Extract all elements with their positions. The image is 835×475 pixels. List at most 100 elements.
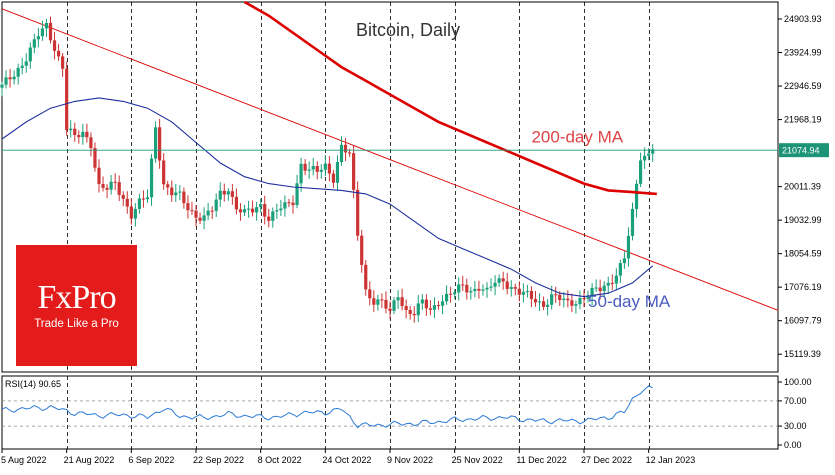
candle-body-116 xyxy=(469,291,473,293)
candle-body-11 xyxy=(44,22,49,29)
price-tick-label-8: 16097.79 xyxy=(784,316,822,326)
time-tick-label-9: 27 Dec 2022 xyxy=(581,455,632,465)
price-tick-label-3: 21968.19 xyxy=(784,115,822,125)
candle-body-40 xyxy=(162,160,166,185)
candle-body-139 xyxy=(562,298,566,301)
rsi-title: RSI(14) 90.65 xyxy=(5,379,61,389)
candle-body-31 xyxy=(125,198,129,207)
candle-body-34 xyxy=(137,198,142,209)
time-tick-label-7: 25 Nov 2022 xyxy=(452,455,503,465)
candle-body-103 xyxy=(416,303,420,316)
ma-50-line xyxy=(1,97,654,298)
logo-name: FxPro xyxy=(37,279,116,316)
rsi-line xyxy=(1,385,653,429)
candle-body-22 xyxy=(89,137,93,149)
candle-body-18 xyxy=(73,128,77,136)
candle-body-157 xyxy=(634,183,639,209)
rsi-tick-label-3: 0.00 xyxy=(784,440,802,450)
candle-body-58 xyxy=(234,196,239,210)
candle-body-47 xyxy=(190,210,194,212)
candle-body-106 xyxy=(428,308,433,310)
descending-trendline xyxy=(1,8,779,311)
candle-body-45 xyxy=(182,191,186,204)
candle-body-137 xyxy=(554,294,558,296)
candle-body-10 xyxy=(40,28,45,37)
candle-body-19 xyxy=(77,135,81,138)
candle-body-75 xyxy=(303,163,307,171)
candle-body-102 xyxy=(412,313,416,316)
candle-body-156 xyxy=(630,208,635,236)
candle-body-60 xyxy=(242,209,247,213)
candle-body-67 xyxy=(271,211,275,221)
candle-body-48 xyxy=(194,210,198,218)
ma-200-line xyxy=(243,0,657,196)
candle-body-73 xyxy=(295,183,299,206)
candle-body-9 xyxy=(36,36,40,40)
candle-body-6 xyxy=(24,61,28,66)
candle-body-101 xyxy=(408,310,412,314)
time-tick-label-4: 8 Oct 2022 xyxy=(258,455,302,465)
candle-body-135 xyxy=(546,304,550,307)
rsi-tick-label-1: 70.00 xyxy=(784,396,807,406)
candle-body-70 xyxy=(283,202,287,209)
candle-body-140 xyxy=(566,298,570,301)
candle-body-161 xyxy=(651,149,655,154)
candle-body-50 xyxy=(202,215,206,221)
candle-body-49 xyxy=(198,217,202,221)
candle-body-125 xyxy=(505,281,509,289)
candle-body-114 xyxy=(461,284,465,286)
candle-body-158 xyxy=(638,160,643,184)
candle-body-3 xyxy=(12,76,16,80)
candle-body-7 xyxy=(28,47,32,62)
candle-body-95 xyxy=(384,299,388,309)
candle-body-2 xyxy=(8,77,12,80)
price-tick-label-7: 17076.19 xyxy=(784,282,822,292)
candle-body-96 xyxy=(388,308,392,311)
chart-title: Bitcoin, Daily xyxy=(356,20,460,40)
candle-body-4 xyxy=(16,67,20,77)
candle-body-71 xyxy=(287,202,291,204)
candle-body-28 xyxy=(113,181,117,183)
candle-body-136 xyxy=(550,294,554,305)
candle-body-43 xyxy=(174,192,178,196)
candle-body-85 xyxy=(343,144,348,153)
candle-body-0 xyxy=(0,84,4,88)
candle-body-109 xyxy=(440,301,445,306)
candle-body-100 xyxy=(404,305,408,311)
candle-body-35 xyxy=(141,198,146,200)
candle-body-38 xyxy=(153,127,158,159)
candle-body-134 xyxy=(541,301,546,307)
candle-body-55 xyxy=(222,190,226,195)
candle-body-141 xyxy=(570,300,574,306)
candle-body-99 xyxy=(400,297,404,306)
candle-body-144 xyxy=(582,298,586,300)
candle-body-5 xyxy=(20,65,24,68)
candle-body-46 xyxy=(186,203,190,211)
candle-body-20 xyxy=(81,131,85,138)
candle-body-149 xyxy=(602,285,606,292)
logo-tagline: Trade Like a Pro xyxy=(34,318,119,330)
candle-body-52 xyxy=(210,210,214,212)
candle-body-66 xyxy=(267,216,271,221)
time-tick-label-5: 24 Oct 2022 xyxy=(322,455,371,465)
candle-body-79 xyxy=(319,169,323,172)
candle-body-29 xyxy=(117,182,121,195)
candle-body-69 xyxy=(279,208,283,211)
candle-body-91 xyxy=(368,289,372,299)
candle-body-51 xyxy=(206,210,210,216)
candle-body-113 xyxy=(457,284,461,293)
candle-body-132 xyxy=(533,298,538,303)
candle-body-110 xyxy=(444,293,449,302)
candle-body-108 xyxy=(436,305,441,307)
candle-body-142 xyxy=(574,304,578,306)
candle-body-129 xyxy=(521,291,525,295)
candle-body-72 xyxy=(291,202,295,206)
candle-body-64 xyxy=(259,204,263,208)
candle-body-94 xyxy=(380,299,384,301)
candle-body-86 xyxy=(347,152,352,154)
candle-body-33 xyxy=(133,208,137,219)
price-tick-label-4: 20011.39 xyxy=(784,182,821,192)
candle-body-147 xyxy=(594,287,598,289)
candle-body-104 xyxy=(420,299,424,304)
